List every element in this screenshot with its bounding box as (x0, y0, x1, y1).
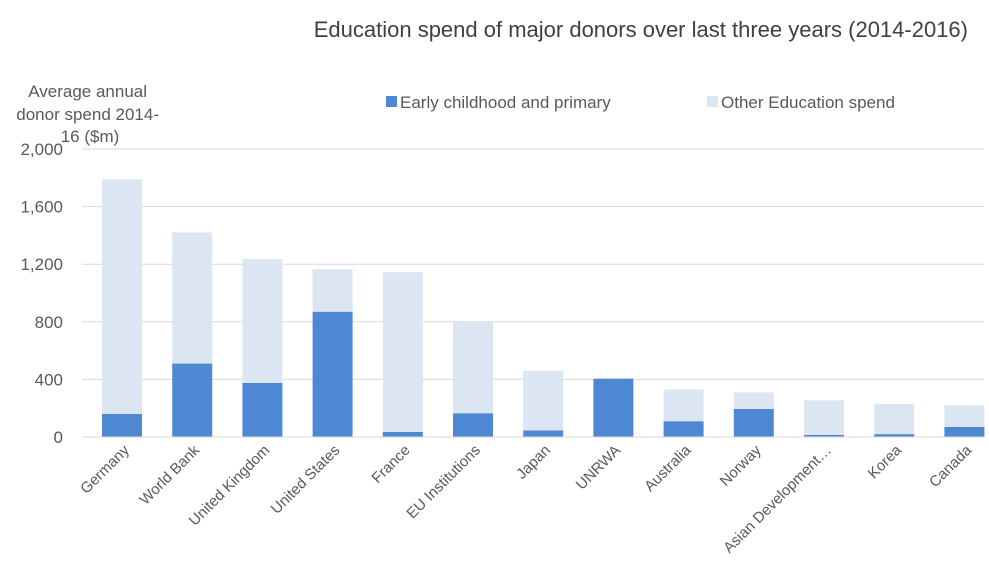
x-tick-label: Korea (865, 441, 906, 482)
x-tick-label: UNRWA (573, 442, 625, 494)
x-tick-label: France (369, 442, 414, 487)
x-tick-label: United States (268, 442, 344, 518)
y-axis-ticks: 0 400 800 1,200 1,600 2,000 (20, 140, 63, 447)
x-tick-label: Canada (926, 441, 976, 491)
bar-other-education (733, 392, 774, 409)
legend: Early childhood and primary Other Educat… (386, 93, 895, 112)
bar-other-education (804, 400, 844, 435)
bar-other-education (242, 259, 283, 383)
x-tick-label: Japan (513, 442, 554, 483)
bar-early-childhood (593, 378, 634, 437)
y-axis-label: Average annual donor spend 2014- 16 ($m) (16, 82, 163, 146)
legend-label-early-childhood: Early childhood and primary (400, 93, 611, 112)
legend-swatch-other-education (707, 96, 718, 107)
legend-label-other-education: Other Education spend (721, 93, 895, 112)
bar-early-childhood (172, 363, 213, 437)
bar-early-childhood (944, 426, 985, 437)
bar-early-childhood (242, 383, 283, 437)
y-axis-label-line-2: donor spend 2014- (16, 105, 159, 124)
legend-swatch-early-childhood (386, 96, 397, 107)
y-tick-label: 1,600 (20, 198, 63, 217)
bar-other-education (453, 321, 493, 414)
y-tick-label: 400 (35, 370, 63, 389)
bar-other-education (944, 405, 985, 427)
y-axis-label-line-3: 16 ($m) (61, 127, 120, 146)
bar-early-childhood (874, 434, 915, 437)
bar-early-childhood (733, 408, 774, 437)
bar-other-education (874, 403, 915, 435)
chart-title: Education spend of major donors over las… (314, 17, 968, 42)
bar-early-childhood (804, 434, 844, 437)
y-tick-label: 800 (35, 313, 63, 332)
x-tick-label: Norway (717, 441, 765, 489)
bar-other-education (172, 232, 213, 364)
y-tick-label: 0 (54, 428, 63, 447)
bar-early-childhood (102, 413, 142, 437)
bar-other-education (382, 272, 423, 432)
bars (102, 179, 985, 437)
bar-early-childhood (663, 421, 704, 437)
bar-early-childhood (523, 430, 564, 437)
x-tick-label: EU Institutions (403, 442, 483, 522)
bar-early-childhood (382, 431, 423, 437)
bar-other-education (312, 269, 353, 312)
bar-other-education (663, 389, 704, 422)
bar-early-childhood (312, 311, 353, 437)
bar-other-education (523, 370, 564, 431)
y-axis-label-line-1: Average annual (28, 82, 147, 101)
x-tick-label: World Bank (136, 441, 203, 508)
y-tick-label: 2,000 (20, 140, 63, 159)
bar-early-childhood (453, 413, 493, 437)
bar-other-education (102, 179, 142, 414)
x-tick-label: Australia (641, 441, 695, 495)
x-tick-label: Germany (77, 441, 133, 497)
y-tick-label: 1,200 (20, 255, 63, 274)
gridlines (82, 148, 984, 380)
